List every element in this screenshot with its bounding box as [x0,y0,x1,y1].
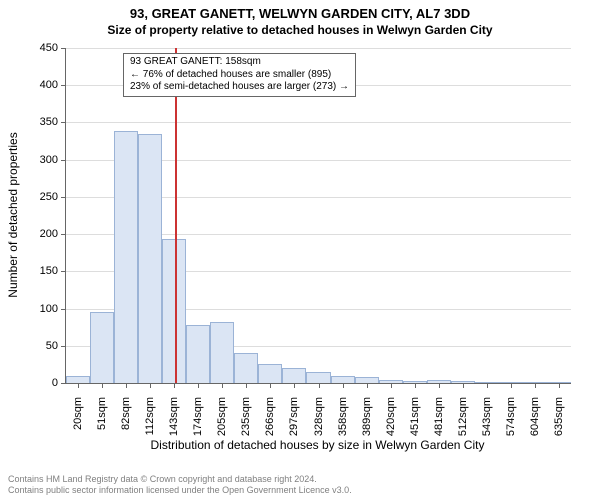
histogram-bar [234,353,258,383]
y-tick-label: 0 [28,377,58,389]
chart-title: 93, GREAT GANETT, WELWYN GARDEN CITY, AL… [0,0,600,21]
y-tick-mark [61,346,66,347]
y-tick-mark [61,160,66,161]
annotation-box: 93 GREAT GANETT: 158sqm ← 76% of detache… [123,53,356,97]
y-tick-label: 200 [28,228,58,240]
reference-line [175,48,177,383]
x-tick-mark [439,383,440,388]
annotation-line-2: ← 76% of detached houses are smaller (89… [130,69,349,82]
histogram-bar [282,368,306,383]
y-tick-mark [61,234,66,235]
y-tick-label: 150 [28,265,58,277]
y-tick-mark [61,309,66,310]
histogram-bar [66,376,90,383]
chart-footer: Contains HM Land Registry data © Crown c… [8,474,352,496]
y-tick-mark [61,122,66,123]
x-tick-mark [246,383,247,388]
footer-line-2: Contains public sector information licen… [8,485,352,496]
y-tick-mark [61,383,66,384]
histogram-bar [306,372,330,383]
plot-area: 05010015020025030035040045020sqm51sqm82s… [65,48,571,384]
y-tick-label: 50 [28,340,58,352]
y-tick-mark [61,197,66,198]
x-tick-mark [198,383,199,388]
x-tick-mark [174,383,175,388]
x-axis-label: Distribution of detached houses by size … [65,438,570,452]
histogram-bar [210,322,234,383]
x-tick-mark [535,383,536,388]
y-tick-mark [61,48,66,49]
grid-line [66,122,571,123]
y-tick-label: 100 [28,303,58,315]
y-axis-label: Number of detached properties [6,115,20,315]
y-tick-label: 300 [28,154,58,166]
y-tick-mark [61,271,66,272]
histogram-bar [114,131,138,383]
x-tick-mark [222,383,223,388]
x-tick-mark [150,383,151,388]
annotation-line-1: 93 GREAT GANETT: 158sqm [130,56,349,69]
footer-line-1: Contains HM Land Registry data © Crown c… [8,474,352,485]
chart-subtitle: Size of property relative to detached ho… [0,21,600,37]
x-tick-mark [559,383,560,388]
x-tick-mark [319,383,320,388]
x-tick-mark [463,383,464,388]
histogram-bar [90,312,114,383]
histogram-bar [186,325,210,383]
annotation-line-3: 23% of semi-detached houses are larger (… [130,81,349,94]
y-tick-label: 450 [28,42,58,54]
x-tick-mark [78,383,79,388]
y-tick-mark [61,85,66,86]
x-tick-mark [102,383,103,388]
histogram-bar [138,134,162,383]
x-tick-mark [511,383,512,388]
x-tick-mark [270,383,271,388]
x-tick-mark [487,383,488,388]
x-tick-mark [415,383,416,388]
histogram-bar [258,364,282,383]
x-tick-mark [126,383,127,388]
y-tick-label: 250 [28,191,58,203]
x-tick-mark [367,383,368,388]
x-tick-mark [391,383,392,388]
histogram-bar [331,376,355,383]
y-tick-label: 350 [28,116,58,128]
chart-container: 93, GREAT GANETT, WELWYN GARDEN CITY, AL… [0,0,600,500]
x-tick-mark [294,383,295,388]
x-tick-mark [343,383,344,388]
y-tick-label: 400 [28,79,58,91]
grid-line [66,48,571,49]
